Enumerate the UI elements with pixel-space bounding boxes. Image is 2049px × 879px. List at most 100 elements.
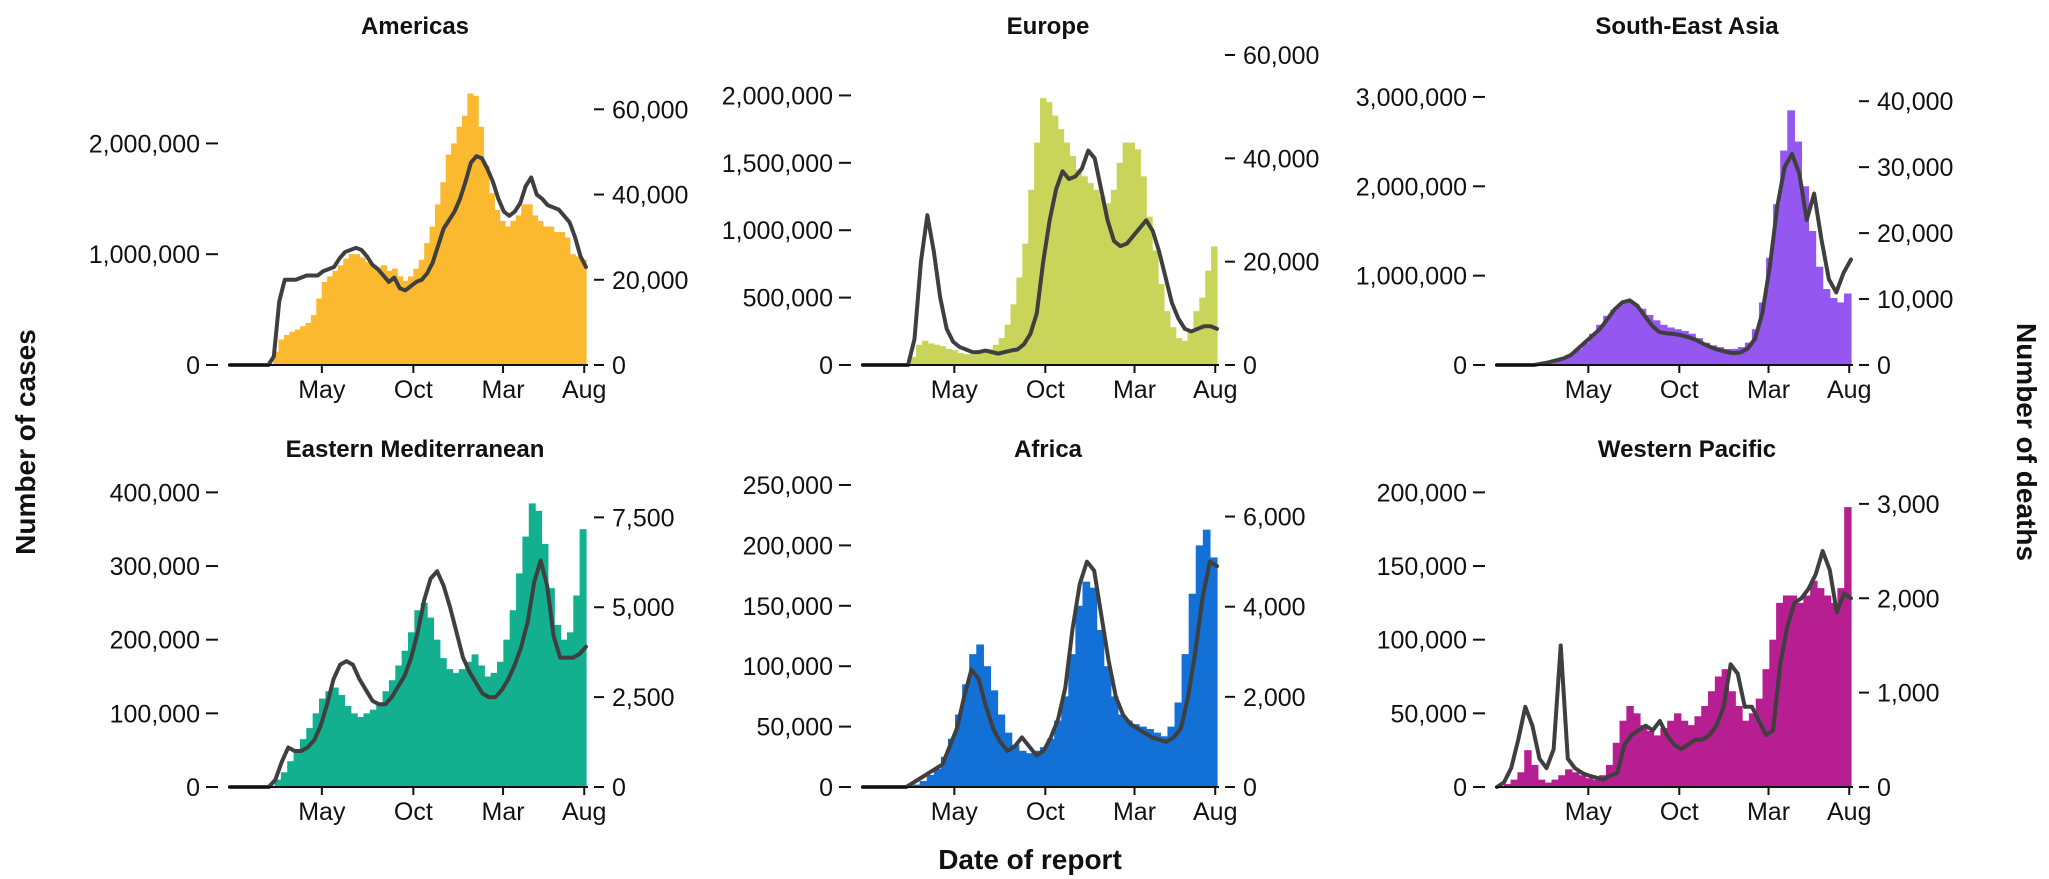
cases-bar	[424, 243, 431, 365]
y-left-tick-label: 50,000	[757, 714, 833, 742]
cases-bar	[363, 713, 371, 787]
x-tick-label: May	[298, 798, 346, 826]
x-tick-label: Oct	[1660, 376, 1699, 404]
cases-bar	[1209, 557, 1218, 787]
x-tick-label: May	[1565, 376, 1613, 404]
cases-bar	[306, 728, 314, 787]
y-right-tick-label: 60,000	[612, 96, 688, 124]
cases-bar	[526, 204, 533, 365]
cases-bar	[1695, 338, 1703, 365]
cases-bar	[310, 315, 317, 365]
cases-bar	[1633, 713, 1641, 787]
cases-bar	[452, 672, 460, 787]
cases-bar	[289, 331, 296, 365]
cases-bar	[402, 280, 409, 365]
cases-bar	[1808, 230, 1817, 365]
cases-bar	[981, 351, 988, 365]
cases-bar	[1603, 315, 1611, 365]
cases-bar	[990, 690, 999, 787]
cases-bar	[391, 268, 398, 365]
cases-bar	[1571, 772, 1580, 787]
y-left-tick-label: 1,000,000	[89, 241, 200, 269]
deaths-line	[1495, 151, 1853, 367]
cases-bar	[1674, 713, 1682, 787]
cases-bar	[1742, 720, 1750, 787]
cases-bar	[1181, 340, 1189, 365]
cases-bar	[580, 259, 587, 365]
cases-bar	[1004, 732, 1013, 787]
cases-bar	[1087, 183, 1094, 365]
cases-bar	[1096, 629, 1105, 787]
cases-bar	[1034, 142, 1041, 365]
cases-bar	[559, 232, 566, 365]
cases-bar	[955, 714, 963, 787]
cases-bar	[1737, 347, 1746, 365]
cases-bar	[521, 204, 528, 365]
y-left-tick-label: 1,500,000	[722, 150, 833, 178]
cases-bar	[1068, 654, 1076, 787]
y-right-tick-label: 20,000	[1877, 220, 1953, 248]
y-right-tick-label: 40,000	[612, 182, 688, 210]
x-tick-label: Aug	[1827, 376, 1871, 404]
cases-bar	[1061, 696, 1069, 787]
cases-bar	[337, 265, 344, 365]
cases-bar	[1714, 676, 1723, 787]
y-left-tick-label: 200,000	[743, 532, 833, 560]
cases-bar	[1822, 289, 1831, 365]
cases-bar	[312, 713, 320, 787]
cases-bar	[1503, 784, 1512, 787]
cases-bar	[515, 215, 522, 365]
cases-bar	[1638, 308, 1647, 365]
cases-bar	[951, 350, 958, 365]
cases-bar	[1040, 98, 1047, 365]
cases-bar	[1524, 750, 1532, 787]
cases-bar	[1134, 149, 1141, 365]
cases-bar	[516, 573, 524, 787]
cases-bar	[1639, 725, 1648, 787]
cases-bar	[273, 351, 280, 365]
cases-bar	[370, 265, 377, 365]
x-tick-label: Oct	[1026, 798, 1065, 826]
cases-bar	[1578, 775, 1587, 787]
cases-bar	[522, 536, 530, 787]
y-left-tick-label: 3,000,000	[1356, 84, 1467, 112]
x-tick-label: Oct	[1660, 798, 1699, 826]
cases-bar	[1688, 333, 1696, 365]
cases-bar	[1631, 304, 1640, 365]
y-axis-title-right: Number of deaths	[2011, 323, 2042, 561]
y-right-tick-label: 7,500	[612, 504, 675, 532]
cases-bar	[940, 756, 949, 787]
y-right-tick-label: 2,000	[1877, 585, 1940, 613]
cases-bar	[357, 717, 365, 787]
cases-bar	[283, 335, 290, 365]
cases-bar	[433, 639, 441, 787]
y-right-tick-label: 5,000	[612, 594, 675, 622]
cases-bar	[484, 676, 492, 787]
y-right-tick-label: 0	[1243, 774, 1257, 802]
cases-bar	[1128, 142, 1135, 365]
cases-bar	[535, 510, 543, 787]
cases-bar	[573, 595, 581, 787]
cases-bar	[1652, 320, 1661, 365]
cases-bar	[1716, 347, 1725, 365]
cases-bar	[542, 226, 549, 365]
x-tick-label: May	[1565, 798, 1613, 826]
cases-bar	[1728, 691, 1736, 787]
cases-bar	[922, 340, 929, 365]
cases-bar	[1735, 705, 1743, 787]
cases-bar	[947, 738, 956, 787]
cases-bar	[566, 632, 574, 787]
cases-bar	[408, 632, 415, 787]
cases-bar	[359, 257, 366, 365]
cases-bar	[1782, 595, 1791, 787]
x-tick-label: Aug	[562, 376, 606, 404]
cases-bar	[1823, 595, 1832, 787]
cases-bar	[579, 529, 587, 787]
cases-bar	[490, 672, 498, 787]
y-left-tick-label: 2,000,000	[1356, 173, 1467, 201]
cases-bar	[483, 165, 490, 365]
cases-bar	[1748, 713, 1757, 787]
